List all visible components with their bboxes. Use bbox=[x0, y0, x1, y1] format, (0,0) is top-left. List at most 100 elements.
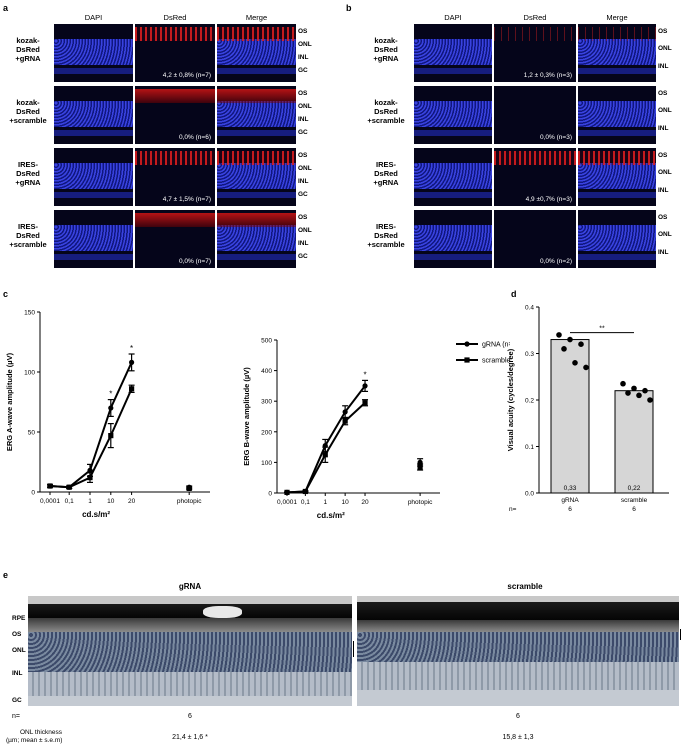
x-tick-label: 10 bbox=[107, 498, 115, 505]
n-value: 6 bbox=[568, 506, 572, 513]
y-tick-label: 150 bbox=[24, 310, 35, 317]
panel-b-row-label-line: +gRNA bbox=[373, 178, 399, 187]
histology-layer-rpe: RPE bbox=[12, 615, 26, 622]
panel-d-visual-acuity-chart: 0.0 0.1 0.2 0.3 0.4 Visual acuity (cycles/deg… bbox=[506, 305, 669, 513]
panel-a-row-label-line: kozak- bbox=[16, 98, 40, 107]
panel-b-layer-label: ONL bbox=[658, 107, 672, 115]
data-point bbox=[129, 359, 135, 365]
panel-b-row-label-line: kozak- bbox=[374, 98, 398, 107]
data-point bbox=[342, 418, 348, 424]
onl-thickness-units: (µm; mean ± s.e.m) bbox=[6, 737, 63, 744]
data-point bbox=[87, 467, 93, 473]
panel-b-row-label-line: DsRed bbox=[374, 169, 398, 178]
panel-a-dapi-inner bbox=[54, 129, 133, 137]
y-tick-label: 50 bbox=[28, 430, 36, 437]
panel-b-dapi-inner bbox=[414, 129, 492, 137]
col-title-dapi-b: DAPI bbox=[444, 13, 462, 22]
data-point bbox=[572, 360, 578, 366]
n-label: n= bbox=[509, 506, 517, 513]
panel-b-stat-0: 1,2 ± 0,3% (n=3) bbox=[523, 72, 572, 79]
col-title-dsred-b: DsRed bbox=[523, 13, 547, 22]
panel-b-row-label-0: kozak- DsRed +gRNA bbox=[360, 36, 412, 63]
panel-b-tile-dsred-2: 4,9 ±0,7% (n=3) bbox=[494, 148, 576, 206]
x-tick-label: 20 bbox=[128, 498, 136, 505]
panel-a-row-label-1: kozak- DsRed +scramble bbox=[2, 98, 54, 125]
panel-b-layer-label: ONL bbox=[658, 169, 672, 177]
panel-a-row-label-line: DsRed bbox=[16, 107, 40, 116]
x-tick-label: photopic bbox=[177, 498, 202, 505]
panel-b-row-label-line: kozak- bbox=[374, 36, 398, 45]
significance-star: * bbox=[363, 370, 366, 379]
panel-a-layer-label: INL bbox=[298, 54, 309, 61]
panel-b-row-label-line: DsRed bbox=[374, 231, 398, 240]
data-point bbox=[578, 341, 584, 347]
panel-b-row-label-line: +scramble bbox=[367, 240, 405, 249]
panel-label-b: b bbox=[346, 3, 352, 13]
legend-marker bbox=[464, 341, 470, 347]
panel-a-layer-label: INL bbox=[298, 116, 309, 123]
panel-a-row-label-line: IRES- bbox=[17, 222, 38, 231]
panel-a-layer-label: GC bbox=[298, 129, 308, 136]
x-axis-label: cd.s/m² bbox=[82, 510, 110, 519]
panel-b-row-label-line: +gRNA bbox=[373, 54, 399, 63]
bar-gRNA bbox=[550, 339, 590, 494]
panel-a-layer-label: OS bbox=[298, 90, 308, 97]
histology-layer-os: OS bbox=[12, 631, 22, 638]
y-tick-label: 0.4 bbox=[525, 305, 534, 312]
erg-chart-0: 0 50 100 150 0,0001 0,1 1 10 20 photopic cd.s/m² ER… bbox=[5, 310, 210, 519]
panel-b-tile-dapi-0 bbox=[414, 24, 492, 82]
panel-a-dsred-signal bbox=[135, 88, 215, 104]
panel-a-dapi-inner bbox=[54, 191, 133, 199]
panel-a-stat-3: 0,0% (n=7) bbox=[179, 258, 211, 265]
panel-b-dapi-layer bbox=[414, 224, 492, 251]
panel-b-tile-merge-1 bbox=[578, 86, 656, 144]
panel-a-dsred-signal bbox=[135, 150, 215, 166]
panel-a-dapi-inner bbox=[217, 67, 296, 75]
data-point bbox=[284, 489, 290, 495]
data-point bbox=[129, 386, 135, 392]
histology-title-grna: gRNA bbox=[178, 582, 202, 591]
panel-a-layer-label: ONL bbox=[298, 103, 312, 110]
panel-b-layer-label: OS bbox=[658, 28, 668, 35]
panel-a-dsred-signal bbox=[217, 212, 296, 228]
panel-a-tile-merge-2 bbox=[217, 148, 296, 206]
data-point bbox=[620, 380, 626, 387]
panel-b-layer-label: INL bbox=[658, 124, 669, 132]
panel-a-row-label-line: DsRed bbox=[16, 45, 40, 54]
panel-a-layer-label: ONL bbox=[298, 227, 312, 234]
panel-b-tile-dsred-3: 0,0% (n=2) bbox=[494, 210, 576, 268]
panel-b-tile-merge-0 bbox=[578, 24, 656, 82]
histology-layer-onl: ONL bbox=[12, 647, 26, 654]
panel-a-dsred-signal bbox=[135, 26, 215, 42]
onl-thickness-label: ONL thickness bbox=[20, 729, 63, 736]
panel-a-row-label-line: +gRNA bbox=[15, 54, 41, 63]
panel-a-row-label-line: IRES- bbox=[17, 160, 38, 169]
data-point bbox=[417, 464, 423, 470]
panel-b-dapi-inner bbox=[414, 253, 492, 261]
panel-a-layer-label: GC bbox=[298, 253, 308, 260]
significance-star: * bbox=[109, 390, 112, 399]
panel-a-row-label-2: IRES- DsRed +gRNA bbox=[2, 160, 54, 187]
panel-label-e: e bbox=[3, 570, 9, 580]
x-tick-label: 0,0001 bbox=[277, 499, 297, 506]
x-tick-label: 10 bbox=[342, 499, 350, 506]
panel-a-tile-dsred-3: 0,0% (n=7) bbox=[135, 210, 215, 268]
y-tick-label: 400 bbox=[261, 368, 272, 375]
panel-a-dapi-layer bbox=[217, 100, 296, 127]
data-point bbox=[108, 405, 114, 411]
panel-b-stat-3: 0,0% (n=2) bbox=[540, 258, 572, 265]
data-point bbox=[362, 383, 368, 389]
data-point bbox=[625, 390, 631, 396]
x-tick-label: 0,1 bbox=[301, 499, 310, 506]
panel-b-dapi-inner bbox=[578, 253, 656, 261]
y-tick-label: 500 bbox=[261, 338, 272, 345]
n-value: 6 bbox=[632, 506, 636, 513]
panel-a-dsred-signal bbox=[217, 26, 296, 42]
panel-a-stat-0: 4,2 ± 0,8% (n=7) bbox=[162, 72, 211, 79]
panel-a-row-label-line: DsRed bbox=[16, 169, 40, 178]
panel-label-a: a bbox=[3, 3, 9, 13]
data-point bbox=[186, 485, 192, 491]
y-tick-label: 0.1 bbox=[525, 444, 534, 451]
legend-label: gRNA (n=7) bbox=[482, 342, 510, 349]
